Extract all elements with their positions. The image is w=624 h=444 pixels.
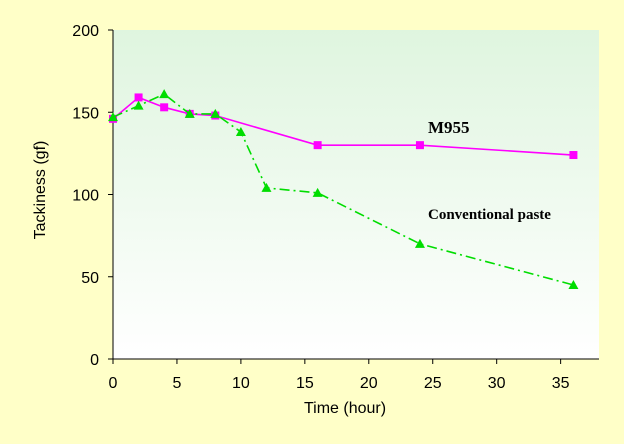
x-tick-label: 10 [232,375,250,392]
x-tick-label: 15 [296,375,314,392]
y-axis-title: Tackiness (gf) [32,141,49,240]
series-1-line [112,93,574,286]
series-0-marker [569,151,578,160]
axes [108,29,599,364]
series-0-marker [313,141,322,150]
series-0-marker [160,103,169,112]
series-1-marker [210,108,221,118]
y-tick-label: 150 [72,105,99,122]
x-tick-label: 35 [552,375,570,392]
x-tick-label: 20 [360,375,378,392]
series-1-marker [261,182,272,192]
series-1-marker [159,89,170,99]
tick-labels: 0 50 100 150 200 0 5 10 15 20 25 30 35 [72,23,569,392]
x-tick-label: 5 [172,375,181,392]
series-1-marker [184,108,195,118]
series-0-label: M955 [428,118,470,137]
series-1-marker [414,238,425,248]
series-1-marker [568,279,579,289]
x-tick-label: 25 [424,375,442,392]
y-tick-label: 100 [72,188,99,205]
series-1-label: Conventional paste [428,207,551,223]
series-1-marker [312,187,323,197]
series-layer [108,89,579,289]
x-axis-title: Time (hour) [304,400,386,417]
series-0-line [112,96,574,156]
x-tick-label: 30 [488,375,506,392]
series-0-marker [415,141,424,150]
y-tick-label: 200 [72,23,99,40]
series-1-marker [108,112,118,122]
plot-area [113,30,599,359]
series-1-marker [235,126,246,136]
series-1-marker [133,100,144,110]
series-0-marker [134,93,143,102]
series-labels: M955 Conventional paste [428,118,551,223]
y-tick-label: 0 [90,352,99,369]
y-tick-label: 50 [81,270,99,287]
x-tick-label: 0 [109,375,118,392]
